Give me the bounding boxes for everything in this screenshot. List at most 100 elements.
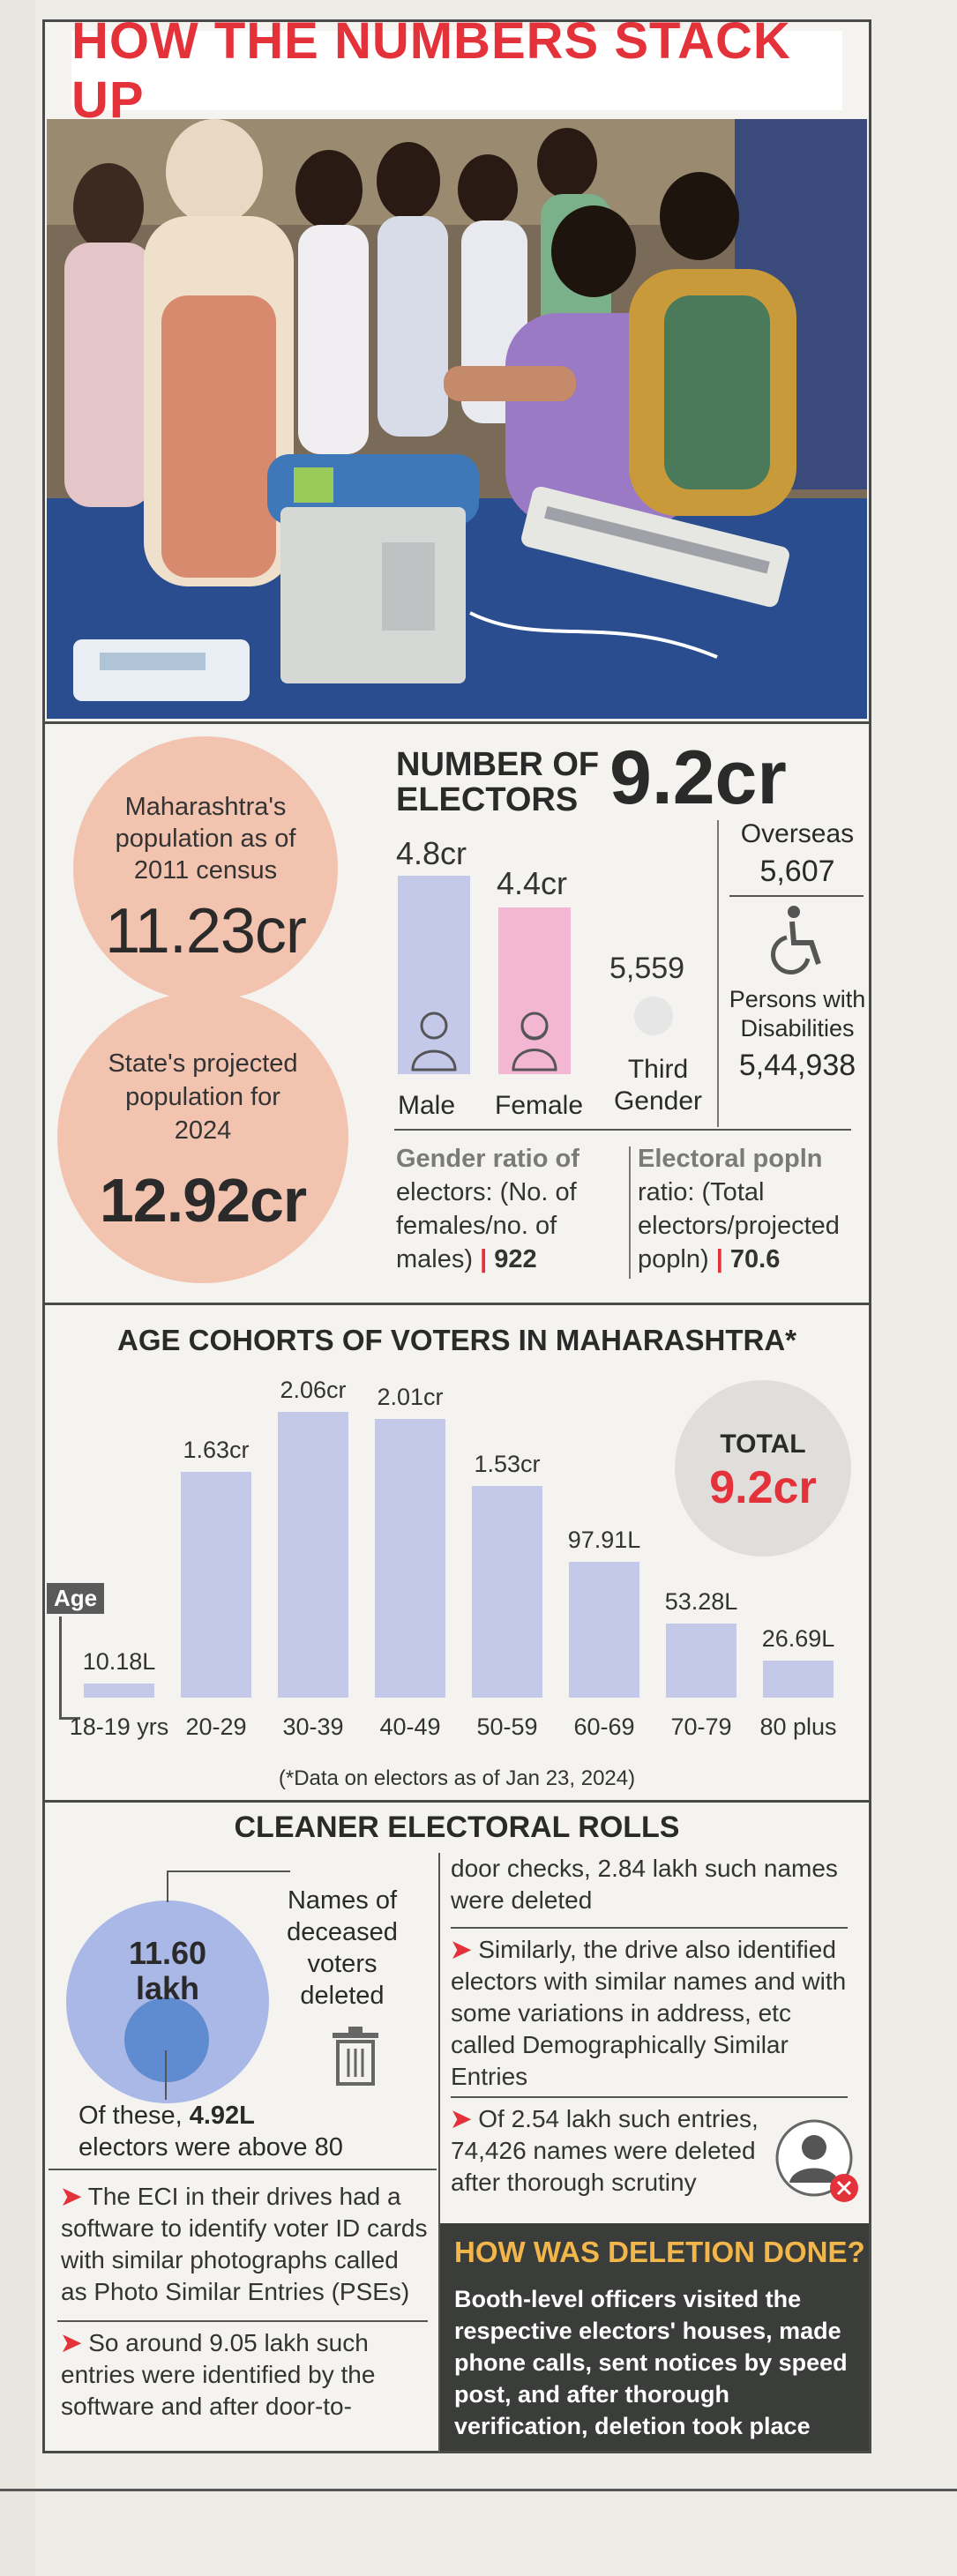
overseas-value: 5,607 [759,855,835,888]
right-paragraph-0: door checks, 2.84 lakh such names were d… [451,1855,838,1914]
left-paragraph-divider [57,2320,428,2322]
gender-ratio-line: females/no. of [396,1212,557,1240]
age-total-value: 9.2cr [709,1462,817,1513]
above80-text: Of these, 4.92L electors were above 80 [79,2100,396,2163]
right-paragraph-2-text: Of 2.54 lakh such entries, 74,426 names … [451,2105,759,2196]
male-value: 4.8cr [396,835,467,871]
above80-value: 4.92L [189,2102,255,2130]
right-paragraph-1-text: Similarly, the drive also identified ele… [451,1936,847,2090]
census-label-line: Maharashtra's [124,793,287,821]
deleted-user-icon [775,2119,858,2202]
electoral-ratio-line: ratio: (Total [638,1178,765,1206]
third-gender-icon [634,997,673,1035]
left-paragraph-1: ➤ The ECI in their drives had a software… [61,2183,428,2305]
electoral-ratio-value: 70.6 [729,1245,781,1273]
paper-edge [0,0,35,2576]
electors-heading: NUMBER OF ELECTORS [396,747,599,818]
electors-vertical-divider [717,820,719,1127]
pwd-label: Persons with Disabilities [726,985,869,1043]
above80-connector [165,2050,167,2100]
age-bar-40-49 [375,1419,445,1698]
left-paragraph-2: ➤ So around 9.05 lakh such entries were … [61,2329,376,2420]
deceased-value-line: 11.60 [128,1935,207,1971]
age-bar-value-label: 2.06cr [280,1377,347,1404]
gender-ratio-block: Gender ratio of electors: (No. of female… [396,1142,625,1276]
age-category-label: 40-49 [379,1714,441,1740]
deceased-label: Names of deceased voters deleted [276,1885,408,2012]
census-label-line: 2011 census [133,856,278,885]
page-title: HOW THE NUMBERS STACK UP [71,12,842,129]
gender-ratio-line: males) [396,1245,474,1273]
male-bar [398,876,470,1074]
electors-heading-line: NUMBER OF [396,746,600,783]
overseas-label: Overseas [740,819,855,848]
age-axis-tick [59,1717,80,1720]
age-bar-20-29 [181,1471,251,1698]
electoral-ratio-line: electors/projected [638,1212,840,1240]
age-bar-value-label: 10.18L [82,1648,156,1675]
census-value: 11.23cr [105,896,307,967]
section-divider [45,721,869,724]
age-bar-30-39 [278,1412,348,1698]
third-gender-label-line: Gender [613,1086,703,1116]
pwd-value: 5,44,938 [738,1049,856,1082]
left-paragraph-1-text: The ECI in their drives had a software t… [61,2183,428,2305]
gender-ratio-line: electors: (No. of [396,1178,577,1206]
left-column-divider [49,2169,437,2170]
left-paragraph-2-text: So around 9.05 lakh such entries were id… [61,2329,376,2420]
third-gender-value: 5,559 [609,952,685,985]
female-label: Female [495,1091,584,1120]
age-bar-50-59 [472,1485,542,1698]
right-paragraph-2: ➤ Of 2.54 lakh such entries, 74,426 name… [451,2105,759,2196]
electoral-ratio-block: Electoral popln ratio: (Total electors/p… [638,1142,869,1276]
age-axis-tag: Age [47,1583,105,1614]
projected-label-line: 2024 [174,1116,232,1145]
male-label: Male [398,1091,456,1120]
female-person-icon [512,1012,557,1071]
age-chart-title: AGE COHORTS OF VOTERS IN MAHARASHTRA* [116,1324,797,1356]
age-bar-80 plus [763,1661,834,1698]
age-bar-value-label: 26.69L [761,1625,835,1653]
third-gender-label: Third Gender [609,1054,707,1117]
ratios-divider [394,1129,851,1131]
right-paragraph-divider [451,2096,848,2098]
deceased-label-line: voters [307,1950,378,1978]
title-text: HOW THE NUMBERS STACK UP [71,12,791,129]
above80-circle [124,1997,209,2082]
page-bottom-rule [0,2489,957,2491]
wheelchair-icon [771,906,821,974]
electoral-ratio-line: popln) [638,1245,709,1273]
deceased-label-line: deleted [300,1982,385,2010]
age-category-label: 30-39 [282,1714,344,1740]
electoral-ratio-line: Electoral popln [638,1145,823,1173]
age-category-label: 50-59 [476,1714,538,1740]
age-bar-value-label: 2.01cr [377,1384,444,1411]
rolls-heading: CLEANER ELECTORAL ROLLS [234,1811,680,1844]
age-bar-value-label: 1.63cr [183,1436,250,1463]
projected-population-circle: State's projected population for 2024 12… [57,992,348,1283]
age-total-badge: TOTAL 9.2cr [675,1380,851,1557]
news-photo [47,119,867,719]
age-bar-70-79 [666,1624,736,1698]
ratios-vertical-divider [629,1146,631,1279]
male-person-icon [411,1012,457,1071]
census-population-circle: Maharashtra's population as of 2011 cens… [73,736,338,1001]
age-bar-60-69 [569,1562,639,1698]
right-paragraph-divider [451,1927,848,1929]
age-bar-value-label: 1.53cr [474,1450,541,1477]
section-divider [45,1800,869,1803]
gender-ratio-value: 922 [494,1245,537,1273]
deceased-value: 11.60 lakh [66,1936,269,2006]
deceased-label-line: deceased [287,1918,398,1946]
age-bar-18-19 yrs [84,1684,154,1698]
age-category-label: 80 plus [759,1714,837,1740]
deceased-connector [167,1870,290,1872]
electors-heading-line: ELECTORS [396,781,579,818]
deceased-value-line: lakh [135,1970,200,2006]
age-category-label: 18-19 yrs [69,1714,169,1740]
overseas-underline [729,895,864,897]
female-bar [498,907,571,1074]
voters-photo-illustration [47,119,867,719]
projected-value: 12.92cr [99,1166,307,1235]
infographic-card: HOW THE NUMBERS STACK UP [42,12,871,2453]
